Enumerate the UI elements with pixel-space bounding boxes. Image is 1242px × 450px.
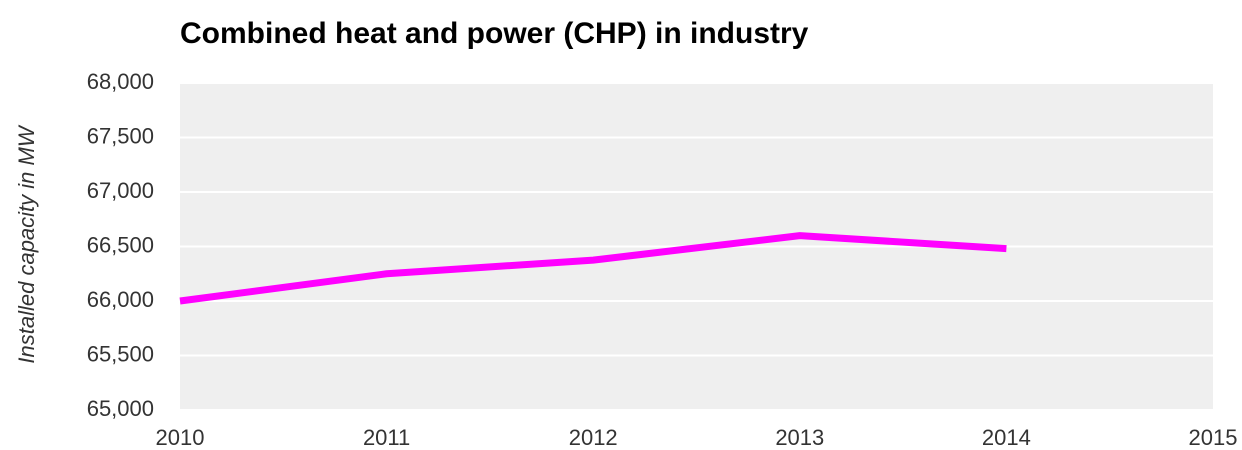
data-line [179,232,1007,305]
x-tick-label: 2015 [1189,425,1238,450]
y-tick-label: 66,000 [87,287,154,312]
y-tick-label: 67,500 [87,123,154,148]
y-tick-label: 65,000 [87,396,154,421]
x-tick-label: 2014 [982,425,1031,450]
y-tick-label: 65,500 [87,341,154,366]
chart-title: Combined heat and power (CHP) in industr… [180,17,809,50]
x-tick-label: 2012 [569,425,618,450]
y-axis-label: Installed capacity in MW [14,124,39,363]
x-tick-label: 2010 [156,425,205,450]
y-tick-label: 68,000 [87,69,154,94]
x-tick-label: 2013 [775,425,824,450]
y-tick-label: 67,000 [87,178,154,203]
x-tick-label: 2011 [363,425,410,450]
y-tick-label: 66,500 [87,232,154,257]
